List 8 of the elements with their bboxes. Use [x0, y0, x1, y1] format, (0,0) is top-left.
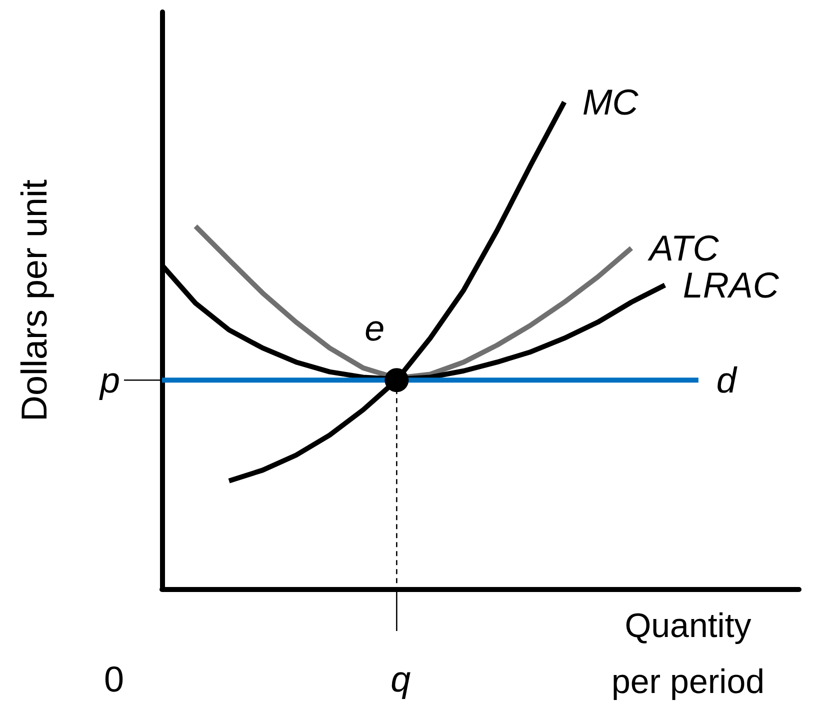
text: 0: [104, 658, 124, 700]
text: p: [99, 360, 120, 401]
y-axis-title: Dollars per unit: [14, 179, 54, 422]
annotation: e: [364, 308, 385, 349]
text: q: [390, 658, 411, 700]
series-label: d: [716, 360, 738, 401]
x-axis-title: Quantity per period: [611, 607, 765, 701]
series-label: MC: [582, 82, 640, 123]
